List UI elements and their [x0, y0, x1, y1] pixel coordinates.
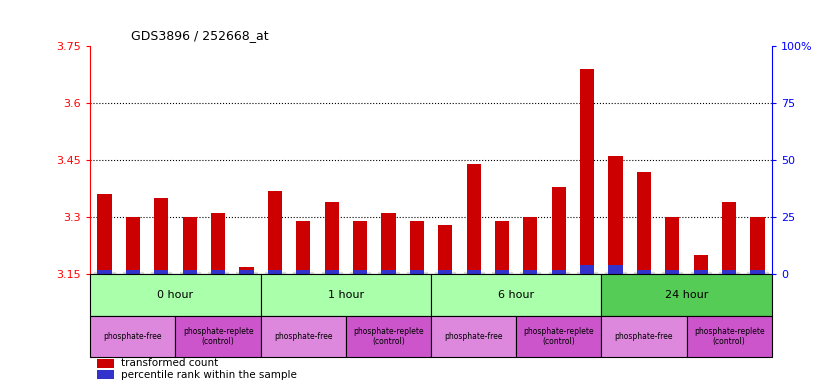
Bar [126, 217, 140, 274]
Bar [552, 187, 566, 274]
Bar [353, 270, 367, 274]
Bar [211, 214, 225, 274]
Bar [97, 370, 114, 379]
Bar [97, 359, 114, 367]
Bar [694, 255, 708, 274]
Bar [431, 274, 601, 316]
Bar [665, 217, 680, 274]
Text: phosphate-replete
(control): phosphate-replete (control) [524, 327, 594, 346]
Bar [694, 270, 708, 274]
Bar [523, 270, 538, 274]
Text: phosphate-replete
(control): phosphate-replete (control) [353, 327, 424, 346]
Bar [601, 316, 686, 358]
Bar [410, 221, 424, 274]
Bar [552, 270, 566, 274]
Bar [637, 172, 651, 274]
Bar [98, 194, 112, 274]
Bar [240, 270, 254, 274]
Bar [750, 217, 764, 274]
Bar [608, 265, 622, 274]
Text: 24 hour: 24 hour [665, 290, 709, 300]
Bar [353, 221, 367, 274]
Bar [523, 217, 538, 274]
Text: 0 hour: 0 hour [158, 290, 194, 300]
Bar [516, 316, 601, 358]
Bar [211, 270, 225, 274]
Bar [410, 270, 424, 274]
Bar [324, 202, 339, 274]
Bar [182, 217, 197, 274]
Bar [176, 316, 261, 358]
Bar [665, 270, 680, 274]
Bar [240, 267, 254, 274]
Bar [750, 270, 764, 274]
Bar [296, 221, 310, 274]
Bar [261, 316, 346, 358]
Bar [296, 270, 310, 274]
Bar [381, 270, 396, 274]
Bar [98, 270, 112, 274]
Bar [154, 198, 168, 274]
Bar [268, 190, 282, 274]
Bar [608, 156, 622, 274]
Bar [495, 270, 509, 274]
Bar [495, 221, 509, 274]
Text: phosphate-free: phosphate-free [103, 332, 163, 341]
Bar [268, 270, 282, 274]
Bar [438, 270, 452, 274]
Bar [90, 274, 261, 316]
Bar [90, 316, 176, 358]
Bar [580, 69, 594, 274]
Text: 6 hour: 6 hour [498, 290, 534, 300]
Bar [601, 274, 772, 316]
Text: phosphate-free: phosphate-free [444, 332, 503, 341]
Bar [438, 225, 452, 274]
Bar [154, 270, 168, 274]
Text: percentile rank within the sample: percentile rank within the sample [121, 370, 297, 380]
Text: phosphate-free: phosphate-free [274, 332, 333, 341]
Bar [466, 270, 481, 274]
Bar [466, 164, 481, 274]
Bar [637, 270, 651, 274]
Text: phosphate-replete
(control): phosphate-replete (control) [183, 327, 254, 346]
Bar [686, 316, 772, 358]
Bar [381, 214, 396, 274]
Bar [324, 270, 339, 274]
Bar [182, 270, 197, 274]
Bar [126, 270, 140, 274]
Text: phosphate-replete
(control): phosphate-replete (control) [694, 327, 764, 346]
Bar [346, 316, 431, 358]
Text: 1 hour: 1 hour [328, 290, 364, 300]
Bar [722, 202, 736, 274]
Bar [722, 270, 736, 274]
Bar [261, 274, 431, 316]
Text: GDS3896 / 252668_at: GDS3896 / 252668_at [131, 29, 269, 42]
Bar [580, 265, 594, 274]
Bar [431, 316, 516, 358]
Text: transformed count: transformed count [121, 358, 218, 368]
Text: phosphate-free: phosphate-free [615, 332, 673, 341]
